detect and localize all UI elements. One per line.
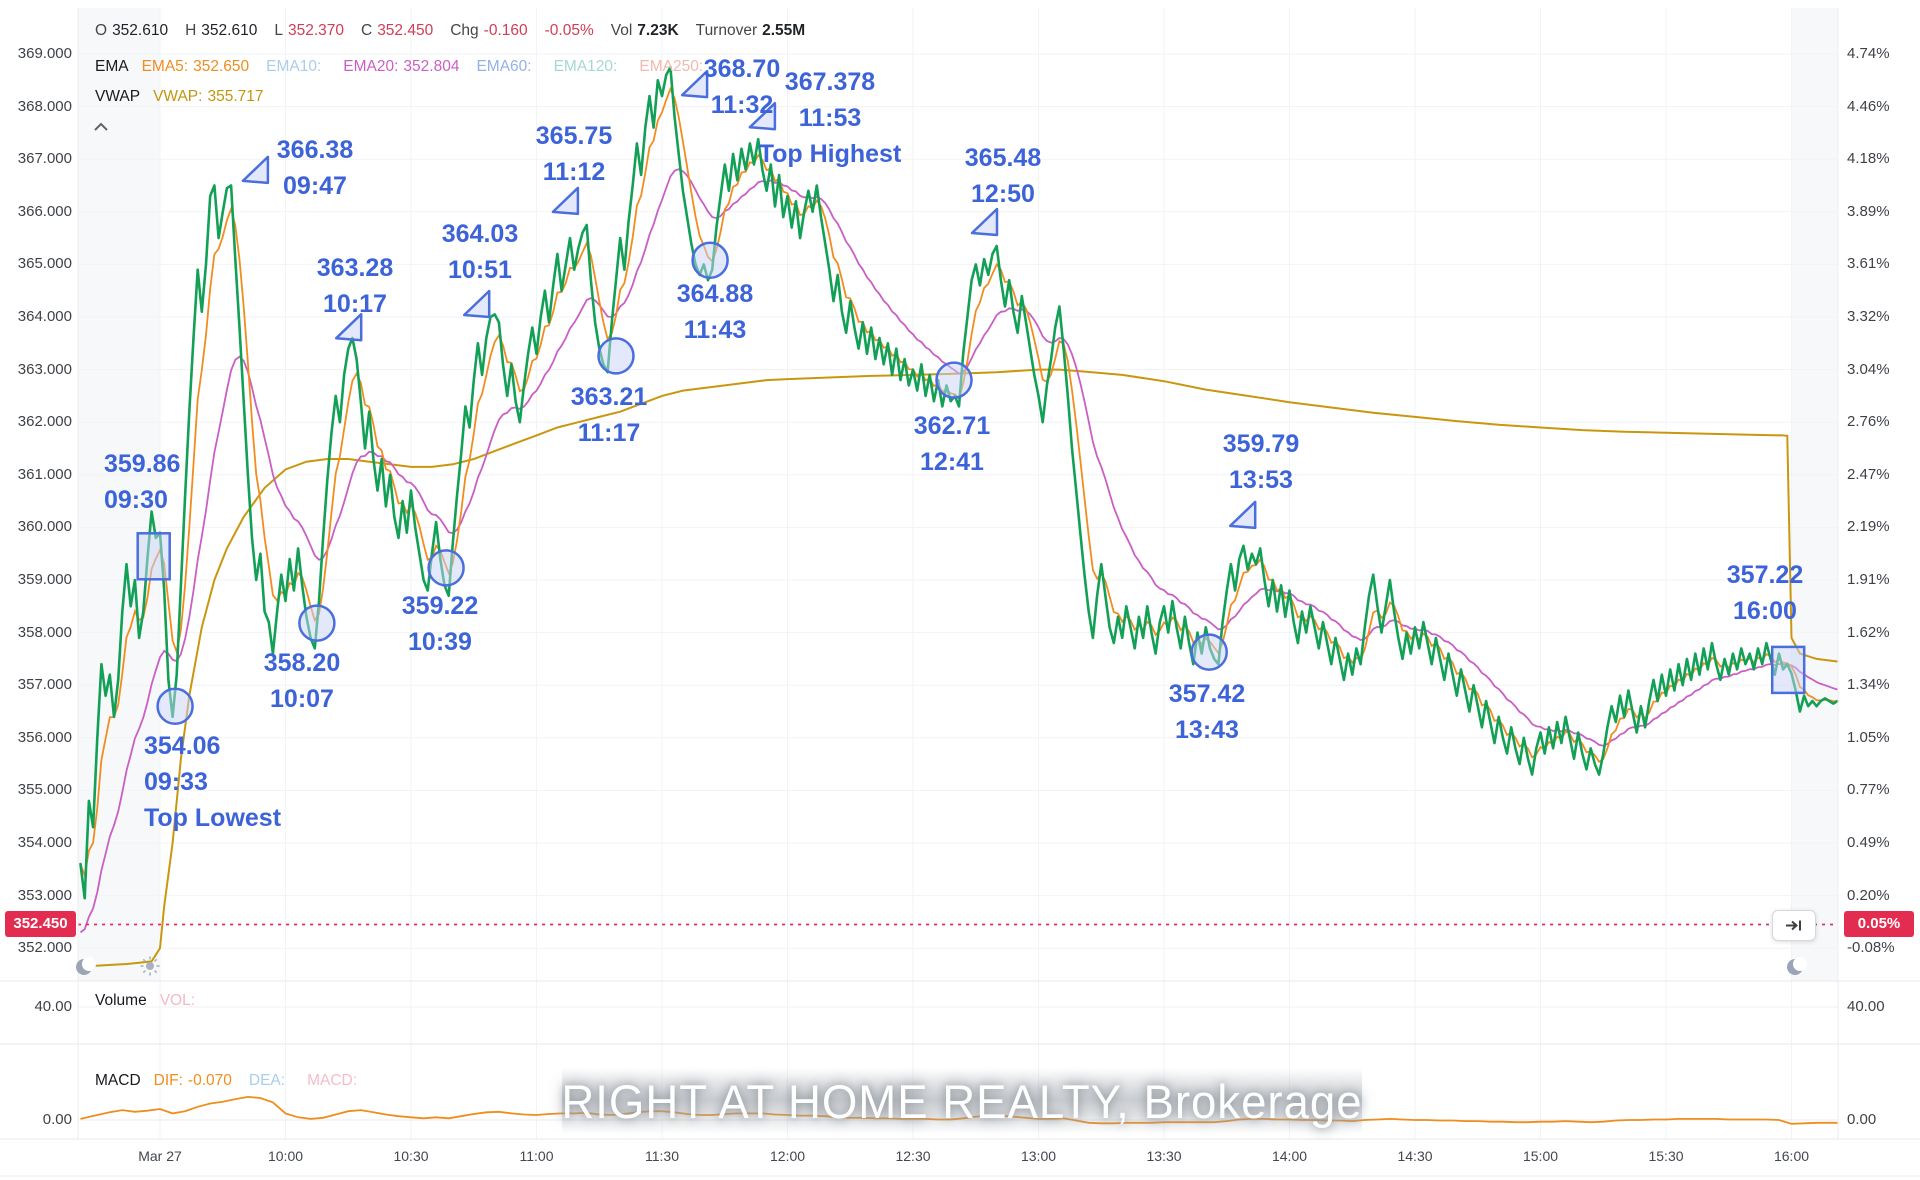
signal-marker-circle — [1190, 633, 1228, 671]
signal-marker-circle — [597, 337, 635, 375]
signal-marker-triangle — [241, 155, 270, 185]
signal-marker-circle — [935, 361, 973, 399]
signal-marker-square — [1770, 645, 1806, 695]
dark-mode-moon-icon[interactable] — [74, 955, 96, 977]
dark-mode-moon-icon-right[interactable] — [1785, 955, 1807, 977]
signal-marker-triangle — [970, 207, 999, 237]
signal-marker-triangle — [462, 289, 491, 319]
chevron-up-icon — [94, 122, 108, 131]
signal-marker-triangle — [551, 186, 580, 216]
signal-marker-square — [136, 532, 171, 581]
signal-marker-circle — [691, 241, 729, 279]
arrow-to-bar-icon — [1786, 920, 1801, 931]
signal-marker-circle — [298, 604, 336, 642]
brightness-sun-icon[interactable] — [139, 955, 161, 977]
pane-separators — [0, 8, 1920, 1177]
signal-marker-triangle — [680, 69, 709, 99]
signal-marker-triangle — [1228, 500, 1257, 530]
market-session-shading — [78, 8, 1838, 981]
vwap-line — [80, 368, 1838, 968]
jump-to-latest-button[interactable] — [1772, 910, 1816, 941]
price-line — [79, 65, 1839, 900]
signal-marker-circle — [427, 549, 465, 587]
ema20-line — [79, 168, 1838, 934]
signal-marker-triangle — [748, 101, 777, 131]
signal-markers — [136, 69, 1806, 725]
signal-marker-triangle — [334, 312, 363, 342]
collapse-legend-button[interactable] — [88, 118, 114, 136]
signal-marker-circle — [156, 687, 194, 725]
gridlines — [78, 8, 1838, 1139]
